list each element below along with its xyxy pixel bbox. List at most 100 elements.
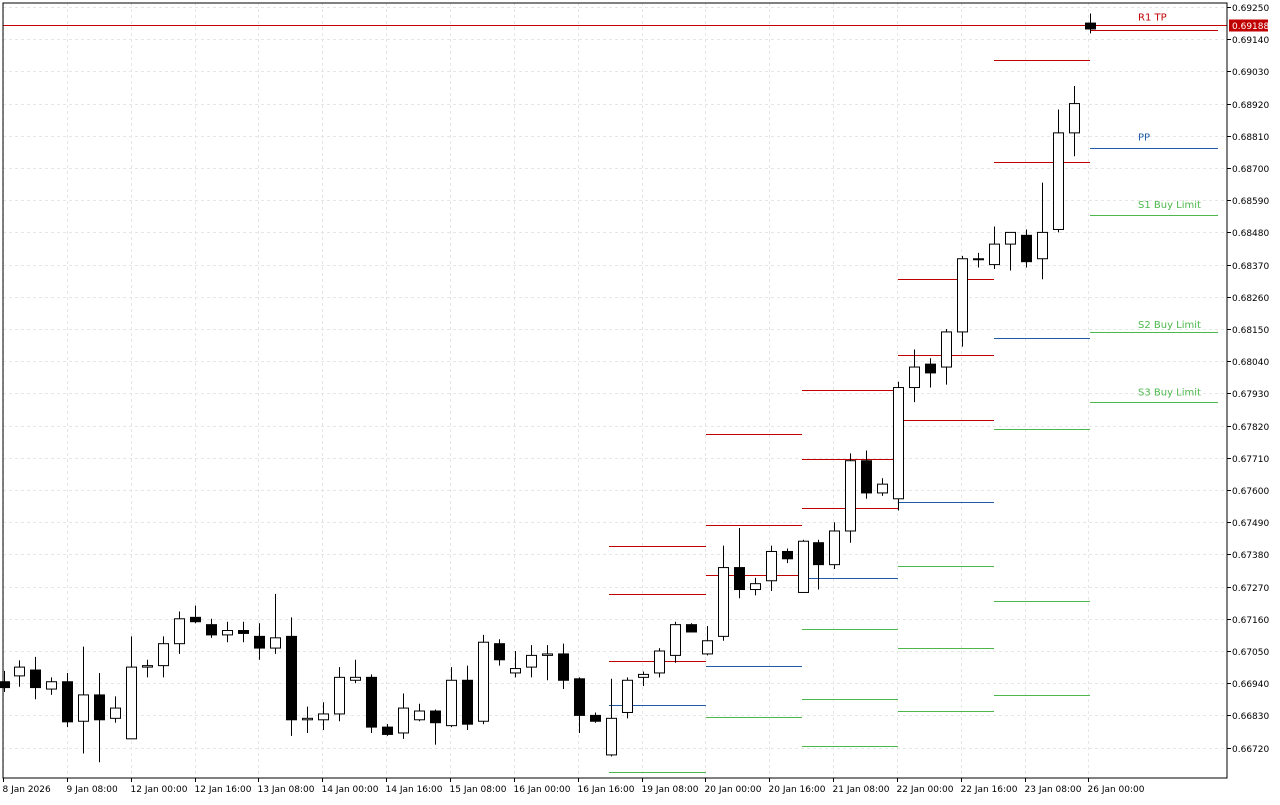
candle xyxy=(925,358,936,388)
candle xyxy=(398,693,409,739)
candle-body-bull xyxy=(334,676,345,715)
candle xyxy=(957,255,968,347)
candle xyxy=(989,226,1000,269)
pivot-level-labels: R1 TP PP S1 Buy Limit S2 Buy Limit S3 Buy Li… xyxy=(1138,13,1201,399)
pivot-level-lines xyxy=(609,30,1218,773)
candle xyxy=(462,665,473,731)
current-price-tag-bg xyxy=(1229,19,1268,32)
candle-body-bear xyxy=(861,460,872,494)
y-tick-label: 0.67600 xyxy=(1232,487,1269,497)
candle xyxy=(798,539,809,593)
candle xyxy=(686,623,697,633)
candle-body-bear xyxy=(813,542,824,566)
candle-body-bull xyxy=(877,483,888,494)
candle-body-bear xyxy=(286,635,297,721)
x-tick-label: 13 Jan 08:00 xyxy=(258,785,315,795)
candle xyxy=(254,623,265,660)
x-tick-label: 14 Jan 16:00 xyxy=(386,785,443,795)
candle-body-bull xyxy=(446,679,457,727)
candle-body-bear xyxy=(366,676,377,728)
candle xyxy=(206,618,217,638)
y-tick-label: 0.67490 xyxy=(1232,519,1269,529)
candle-body-bull xyxy=(638,673,649,678)
candle-body-bull xyxy=(318,713,329,721)
candle-body-bull xyxy=(989,243,1000,266)
candle-body-bull xyxy=(1005,231,1016,245)
x-tick-label: 22 Jan 00:00 xyxy=(897,785,954,795)
candle-body-bear xyxy=(206,624,217,636)
y-tick-label: 0.68480 xyxy=(1232,229,1269,239)
candle-body-bull xyxy=(973,258,984,261)
candle-body-bear xyxy=(238,630,249,634)
x-tick-label: 16 Jan 16:00 xyxy=(578,785,635,795)
candle xyxy=(494,639,505,666)
y-tick-label: 0.69030 xyxy=(1232,68,1269,78)
candle xyxy=(446,667,457,728)
candle-body-bull xyxy=(270,637,281,649)
candle xyxy=(718,545,729,641)
candle-body-bear xyxy=(558,653,569,681)
y-tick-label: 0.68040 xyxy=(1232,358,1269,368)
candle-body-bull xyxy=(909,366,920,389)
candle-body-bear xyxy=(382,726,393,735)
candle-body-bear xyxy=(782,550,793,560)
x-tick-label: 9 Jan 08:00 xyxy=(67,785,119,795)
candle-body-bull xyxy=(302,717,313,721)
candle xyxy=(62,672,73,728)
pivot-level-label: S1 Buy Limit xyxy=(1138,200,1201,211)
y-tick-label: 0.69250 xyxy=(1232,4,1269,14)
y-tick-label: 0.67820 xyxy=(1232,423,1269,433)
candle-body-bear xyxy=(62,681,73,723)
candle-body-bull xyxy=(654,650,665,674)
candle-body-bull xyxy=(398,707,409,734)
y-tick-label: 0.67710 xyxy=(1232,455,1269,465)
y-tick-label: 0.67380 xyxy=(1232,551,1269,561)
candle-body-bear xyxy=(494,643,505,661)
y-tick-label: 0.68260 xyxy=(1232,294,1269,304)
candle-body-bear xyxy=(590,714,601,722)
candle xyxy=(510,651,521,678)
candle-body-bull xyxy=(158,643,169,667)
x-tick-label: 14 Jan 00:00 xyxy=(322,785,379,795)
candle xyxy=(941,329,952,385)
pivot-level-label: S2 Buy Limit xyxy=(1138,320,1201,331)
candle-body-bear xyxy=(734,567,745,591)
candle-body-bull xyxy=(126,666,137,740)
candle xyxy=(877,478,888,496)
candle xyxy=(334,667,345,722)
y-tick-label: 0.68370 xyxy=(1232,262,1269,272)
axes xyxy=(2,2,1228,779)
candle xyxy=(238,621,249,643)
x-tick-label: 8 Jan 2026 xyxy=(3,785,51,795)
y-tick-label: 0.66720 xyxy=(1232,745,1269,755)
x-tick-label: 20 Jan 16:00 xyxy=(769,785,826,795)
price-axis[interactable]: 0.69250 0.69140 0.69030 0.68920 0.68810 0.687… xyxy=(1227,4,1269,755)
time-axis[interactable]: 8 Jan 2026 9 Jan 08:00 12 Jan 00:00 12 Jan … xyxy=(3,778,1145,795)
y-tick-label: 0.68150 xyxy=(1232,326,1269,336)
candle xyxy=(1005,231,1016,271)
plot-area-border xyxy=(2,2,1228,779)
candle-body-bull xyxy=(414,710,425,721)
candle-body-bull xyxy=(1053,132,1064,230)
candle xyxy=(382,724,393,736)
candle-body-bear xyxy=(94,694,105,721)
x-tick-label: 20 Jan 00:00 xyxy=(705,785,762,795)
candle-body-bull xyxy=(78,694,89,722)
grid xyxy=(3,3,1227,778)
x-tick-label: 19 Jan 08:00 xyxy=(642,785,699,795)
candle xyxy=(909,349,920,403)
candle-body-bull xyxy=(1069,103,1080,134)
x-tick-label: 12 Jan 00:00 xyxy=(131,785,188,795)
candle-body-bull xyxy=(750,583,761,591)
y-tick-label: 0.67270 xyxy=(1232,584,1269,594)
x-tick-label: 16 Jan 00:00 xyxy=(514,785,571,795)
candle xyxy=(142,659,153,678)
candle xyxy=(893,381,904,511)
candle xyxy=(1085,13,1096,34)
candle xyxy=(590,712,601,723)
y-tick-label: 0.66940 xyxy=(1232,680,1269,690)
candle-body-bull xyxy=(142,665,153,668)
candle xyxy=(478,634,489,725)
